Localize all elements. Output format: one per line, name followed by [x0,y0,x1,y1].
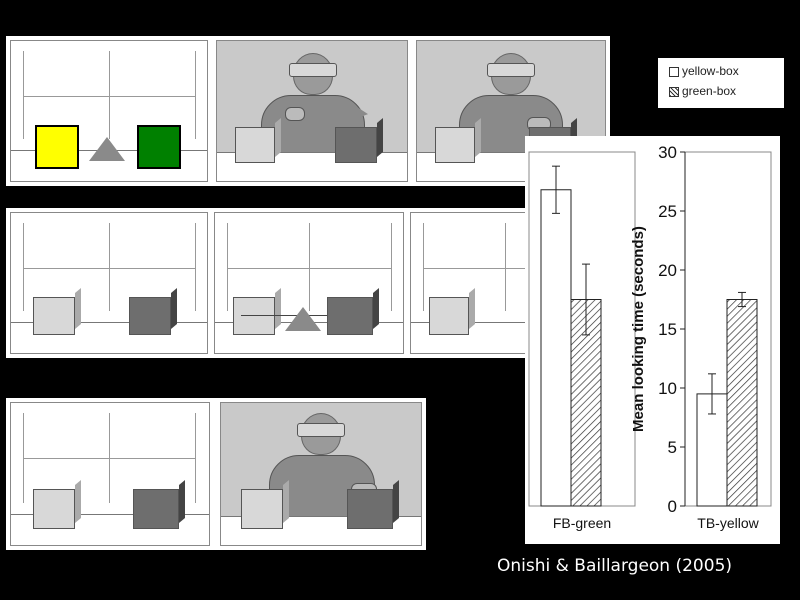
green-box [137,125,181,169]
x-category-label: FB-green [553,515,611,531]
bar-chart-svg: 0 5 10 15 20 25 30 Mean looking time (seconds) F… [528,143,772,531]
y-tick-label: 25 [658,202,677,221]
legend-label: yellow-box [682,64,739,78]
y-tick-label: 5 [668,438,677,457]
hatched-swatch-icon [669,87,679,97]
scene-strip-2 [6,208,546,358]
y-tick-label: 15 [658,320,677,339]
open-swatch-icon [669,67,679,77]
scene-frame-1a [10,40,208,182]
legend-item-yellow-box: yellow-box [669,64,739,78]
toy-watermelon-icon [89,137,125,161]
bar-TB-yellow-green-box [726,299,758,507]
scene-strip-1 [6,36,610,186]
bar-FB-green-yellow-box [540,189,572,507]
legend-label: green-box [682,84,737,98]
y-tick-label: 20 [658,261,677,280]
scene-frame-3b [220,402,422,546]
x-category-label: TB-yellow [697,515,759,531]
y-tick-label: 10 [658,379,677,398]
scene-frame-2c [410,212,544,354]
chart-legend: yellow-box green-box [658,58,784,108]
legend-item-green-box: green-box [669,84,737,98]
scene-frame-3a [10,402,210,546]
yellow-box [35,125,79,169]
scene-frame-2b [214,212,404,354]
citation: Onishi & Baillargeon (2005) [497,556,733,576]
y-tick-label: 0 [668,497,677,516]
scene-strip-3 [6,398,426,550]
y-axis-label: Mean looking time (seconds) [630,226,647,432]
y-tick-label: 30 [658,143,677,162]
scene-frame-2a [10,212,208,354]
scene-frame-1b [216,40,408,182]
looking-time-chart: 0 5 10 15 20 25 30 Mean looking time (seconds) F… [525,136,780,544]
